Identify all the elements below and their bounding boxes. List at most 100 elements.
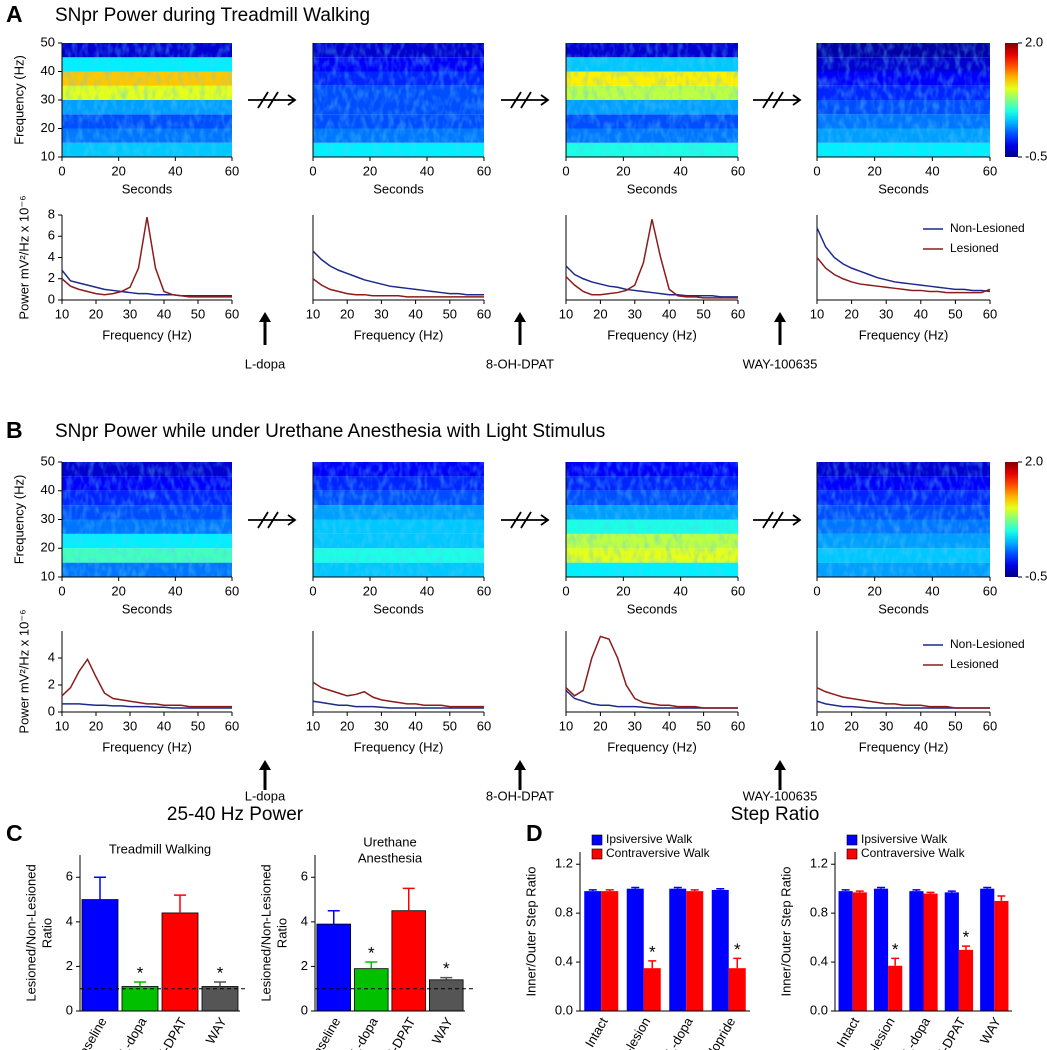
y-tick-label: 1.2 [810, 856, 828, 871]
error-bar [365, 961, 378, 969]
x-tick-label: 0 [58, 583, 65, 598]
spectrum-line [61, 269, 232, 297]
error-bar [912, 889, 921, 892]
x-tick-label: 20 [867, 163, 881, 178]
x-tick-label: 40 [168, 163, 182, 178]
x-tick-label: 60 [731, 163, 745, 178]
error-bar [997, 895, 1006, 901]
colorbar [1005, 462, 1018, 577]
y-tick-label: 2 [48, 270, 55, 285]
y-tick-label: 50 [41, 453, 55, 468]
x-tick-label: 60 [477, 163, 491, 178]
x-tick-label: 30 [374, 306, 388, 321]
chart-title: Urethane [363, 834, 416, 849]
x-axis-label: Seconds [122, 181, 173, 196]
error-bar [94, 876, 106, 900]
x-tick-label: Eticlopride [695, 1015, 738, 1050]
spectrum-line [565, 265, 738, 298]
y-tick-label: 40 [41, 63, 55, 78]
transition-arrow [248, 91, 297, 109]
legend-swatch [591, 848, 603, 860]
significance: * [649, 942, 656, 961]
drug-label: WAY-100635 [743, 788, 818, 803]
x-tick-label: 50 [948, 306, 962, 321]
drug-arrow-head [774, 312, 786, 322]
x-tick-label: 40 [168, 583, 182, 598]
x-tick-label: 50 [191, 306, 205, 321]
bar [838, 891, 853, 1011]
error-bar [716, 887, 725, 890]
x-tick-label: 60 [225, 718, 239, 733]
error-bar [327, 909, 340, 925]
legend-label: Ipsiversive Walk [606, 832, 693, 846]
heatmap-texture [817, 43, 990, 157]
x-tick-label: 40 [408, 718, 422, 733]
x-tick-label: 60 [983, 583, 997, 598]
x-tick-label: 30 [628, 718, 642, 733]
x-tick-label: 20 [111, 583, 125, 598]
panel-letter: A [6, 1, 23, 27]
x-axis-label: Seconds [373, 181, 424, 196]
x-tick-label: 50 [948, 718, 962, 733]
error-bar [588, 889, 597, 892]
bar [353, 968, 389, 1012]
y-tick-label: 40 [41, 482, 55, 497]
drug-label: L-dopa [245, 356, 286, 371]
y-tick-label: 4 [301, 913, 308, 928]
x-tick-label: 40 [914, 306, 928, 321]
heatmap-texture [313, 43, 484, 157]
x-tick-label: 0 [309, 163, 316, 178]
significance: * [137, 964, 144, 983]
panel-letter: B [6, 417, 23, 443]
y-tick-label: 30 [41, 511, 55, 526]
spectrum-line [61, 217, 232, 298]
spectrum-line [312, 250, 484, 296]
x-tick-label: 0 [58, 163, 65, 178]
x-tick-label: Intact [833, 1014, 862, 1049]
x-tick-label: L-dopa [663, 1014, 697, 1050]
x-axis-label: Seconds [627, 181, 678, 196]
x-tick-label: 40 [408, 306, 422, 321]
x-tick-label: DA-lesion [857, 1015, 898, 1050]
x-tick-label: 10 [559, 306, 573, 321]
legend-label: Non-Lesioned [950, 637, 1025, 651]
x-tick-label: 8-OH-DPAT [143, 1015, 190, 1050]
heatmap-texture [62, 462, 232, 577]
x-tick-label: 60 [731, 718, 745, 733]
legend-swatch [846, 848, 858, 860]
x-tick-label: 60 [225, 583, 239, 598]
x-tick-label: 50 [696, 718, 710, 733]
y-tick-label: 8 [48, 206, 55, 221]
colorbar-label: -0.5 [1025, 148, 1047, 163]
x-tick-label: Baseline [305, 1015, 343, 1050]
x-tick-label: 10 [559, 718, 573, 733]
y-tick-label: 0.8 [555, 905, 573, 920]
bar [161, 912, 199, 1012]
bar [852, 892, 867, 1011]
x-tick-label: 0 [562, 163, 569, 178]
x-tick-label: 40 [673, 583, 687, 598]
drug-arrow-head [514, 312, 526, 322]
x-axis-label: Frequency (Hz) [859, 327, 949, 342]
error-bar [961, 945, 970, 950]
x-tick-label: 40 [673, 163, 687, 178]
y-tick-label: 4 [66, 913, 73, 928]
x-tick-label: 20 [616, 163, 630, 178]
x-tick-label: 50 [443, 718, 457, 733]
x-tick-label: 50 [443, 306, 457, 321]
bar [201, 986, 239, 1012]
x-tick-label: 20 [363, 163, 377, 178]
y-axis-label: Lesioned/Non-Lesioned [23, 864, 38, 1001]
drug-arrow-head [259, 760, 271, 770]
bar [909, 891, 924, 1011]
error-bar [855, 890, 864, 893]
spectrum-line [312, 681, 484, 708]
y-tick-label: 6 [48, 228, 55, 243]
legend-label: Non-Lesioned [950, 221, 1025, 235]
error-bar [402, 887, 415, 911]
error-bar [605, 889, 614, 892]
error-bar [841, 889, 850, 892]
y-tick-label: 4 [48, 249, 55, 264]
legend-label: Ipsiversive Walk [861, 832, 948, 846]
x-tick-label: 0 [813, 163, 820, 178]
